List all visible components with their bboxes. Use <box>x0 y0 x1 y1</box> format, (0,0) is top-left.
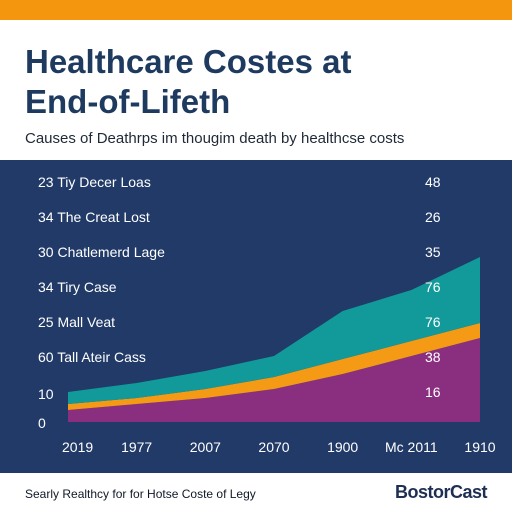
page-subtitle: Causes of Deathrps im thougim death by h… <box>25 130 405 147</box>
row-label: 60 Tall Ateir Cass <box>38 349 146 365</box>
chart-panel: 23 Tiy Decer Loas 48 34 The Creat Lost 26 30… <box>0 160 512 473</box>
row-label: 34 Tiry Case <box>38 279 117 295</box>
x-tick-label: Mc 2011 <box>385 439 438 455</box>
footer: Searly Realthcy for for Hotse Coste of L… <box>0 473 512 512</box>
x-tick-label: 1900 <box>327 439 358 455</box>
row-label: 34 The Creat Lost <box>38 209 150 225</box>
top-accent-bar <box>0 0 512 20</box>
y-tick-label: 0 <box>38 415 46 431</box>
row-value: 26 <box>425 209 441 225</box>
row-value: 16 <box>425 384 441 400</box>
footer-caption: Searly Realthcy for for Hotse Coste of L… <box>25 487 256 501</box>
row-value: 48 <box>425 174 441 190</box>
area-series-2 <box>68 323 480 410</box>
area-series-3 <box>68 257 480 404</box>
row-label: 23 Tiy Decer Loas <box>38 174 151 190</box>
row-value: 76 <box>425 279 441 295</box>
x-tick-label: 1977 <box>121 439 152 455</box>
x-tick-label: 2007 <box>190 439 221 455</box>
row-value: 76 <box>425 314 441 330</box>
area-chart: 23 Tiy Decer Loas 48 34 The Creat Lost 26 30… <box>38 174 496 455</box>
row-value: 38 <box>425 349 441 365</box>
x-tick-label: 1910 <box>464 439 495 455</box>
page-title: Healthcare Costes at End-of-Lifeth <box>25 42 495 122</box>
y-tick-label: 10 <box>38 386 54 402</box>
x-tick-label: 2070 <box>258 439 289 455</box>
row-label: 25 Mall Veat <box>38 314 115 330</box>
title-line-2: End-of-Lifeth <box>25 83 231 120</box>
x-tick-label: 2019 <box>62 439 93 455</box>
brand-logo: BostorCast <box>394 482 488 502</box>
title-line-1: Healthcare Costes at <box>25 43 352 80</box>
row-value: 35 <box>425 244 441 260</box>
row-label: 30 Chatlemerd Lage <box>38 244 165 260</box>
